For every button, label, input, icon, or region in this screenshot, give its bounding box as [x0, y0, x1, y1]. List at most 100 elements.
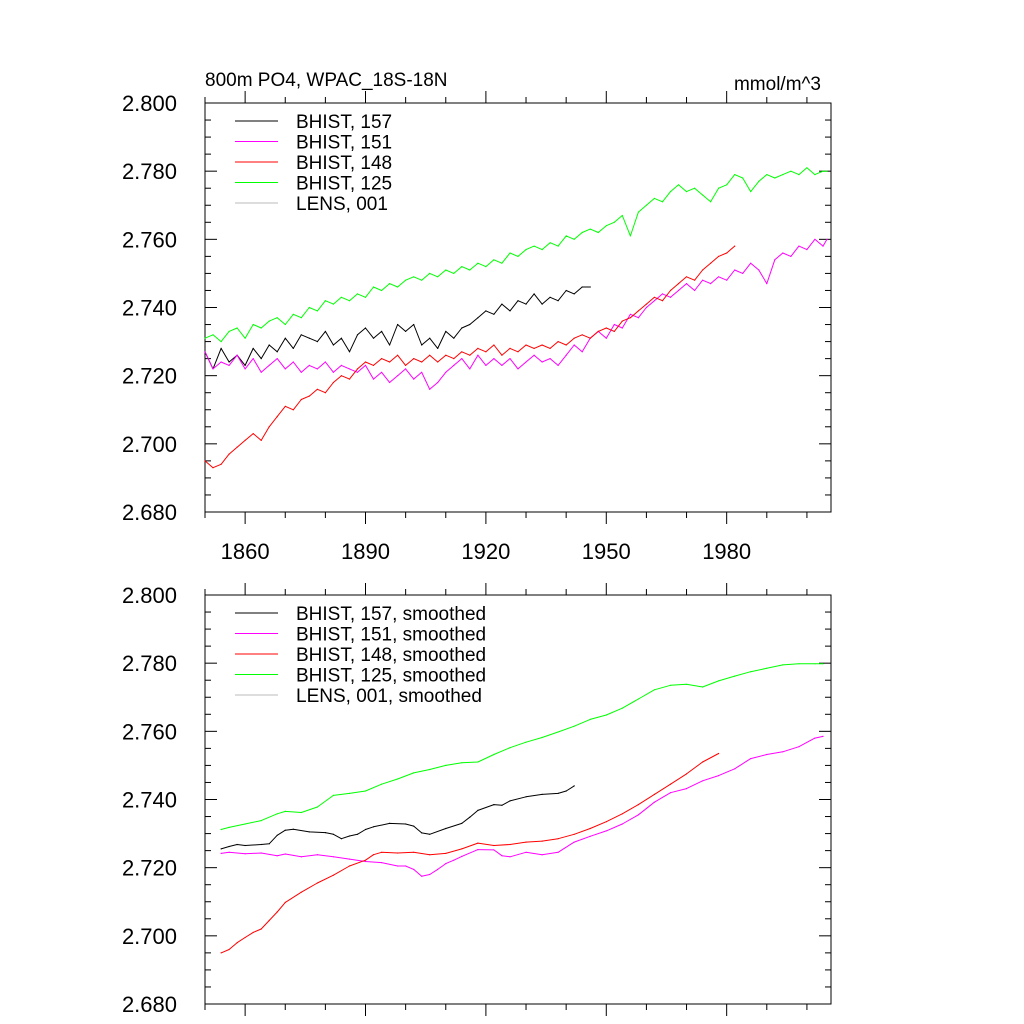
data-point: [284, 829, 286, 831]
data-point: [276, 911, 278, 913]
y-tick-label: 2.700: [122, 924, 177, 949]
data-point: [605, 337, 607, 339]
data-point: [589, 718, 591, 721]
data-point: [316, 388, 318, 390]
data-point: [750, 262, 752, 264]
data-point: [637, 698, 640, 700]
data-point: [485, 351, 487, 353]
data-point: [718, 276, 720, 278]
data-point: [405, 330, 407, 332]
chart-panel-1: 2.680 2.700 2.720 2.740 2.760 2.780 2.800 1860 1…: [122, 70, 832, 564]
y-tick-label: 2.780: [122, 651, 177, 676]
data-point: [525, 361, 527, 363]
data-point: [236, 942, 238, 944]
data-point: [300, 891, 302, 893]
data-point: [236, 843, 238, 846]
data-point: [589, 286, 591, 288]
data-point: [565, 344, 567, 346]
data-point: [621, 813, 623, 815]
data-point: [822, 245, 824, 247]
data-point: [669, 792, 672, 794]
data-point: [276, 855, 278, 857]
data-point: [260, 928, 262, 930]
data-point: [573, 833, 575, 835]
data-point: [742, 177, 744, 179]
data-point: [782, 174, 784, 176]
data-point: [356, 293, 359, 295]
data-point: [228, 826, 230, 829]
data-point: [806, 249, 808, 251]
data-point: [790, 170, 792, 172]
data-point: [364, 364, 367, 366]
data-point: [694, 279, 696, 281]
data-point: [372, 854, 375, 856]
data-point: [718, 255, 720, 257]
data-point: [228, 851, 230, 853]
data-point: [437, 347, 439, 349]
data-point: [629, 317, 632, 319]
data-point: [581, 334, 583, 336]
data-point: [557, 341, 559, 343]
data-point: [332, 303, 334, 305]
y-tick-label: 2.780: [122, 159, 177, 184]
data-point: [509, 358, 511, 360]
y-tick-label: 2.680: [122, 500, 177, 525]
data-point: [260, 852, 262, 854]
data-point: [573, 238, 575, 240]
data-point: [541, 854, 543, 856]
data-point: [710, 201, 712, 203]
data-point: [685, 683, 688, 685]
data-point: [469, 816, 471, 818]
data-point: [477, 354, 479, 356]
data-point: [204, 337, 206, 339]
data-point: [734, 245, 736, 247]
data-point: [348, 865, 351, 867]
data-point: [493, 753, 495, 756]
data-point: [389, 283, 391, 285]
data-point: [477, 849, 479, 851]
data-point: [413, 323, 415, 326]
data-point: [348, 835, 351, 837]
data-point: [758, 180, 760, 182]
data-point: [348, 378, 351, 380]
data-point: [525, 249, 527, 251]
data-point: [766, 667, 768, 669]
data-point: [381, 371, 383, 373]
data-point: [292, 828, 294, 830]
data-point: [589, 827, 591, 830]
data-point: [669, 783, 672, 785]
data-point: [220, 848, 222, 850]
legend-label: BHIST, 125: [296, 174, 392, 195]
data-point: [437, 361, 439, 363]
data-point: [541, 361, 543, 363]
data-point: [389, 344, 391, 346]
data-point: [268, 919, 270, 922]
data-point: [734, 174, 736, 176]
data-point: [573, 344, 575, 346]
data-point: [332, 371, 334, 373]
data-point: [734, 675, 736, 677]
data-point: [702, 279, 704, 281]
data-point: [340, 364, 342, 366]
y-tick-label: 2.800: [122, 91, 177, 116]
data-point: [549, 347, 551, 349]
data-point: [806, 167, 808, 169]
data-point: [220, 361, 222, 363]
chart-panel-2: 2.680 2.700 2.720 2.740 2.760 2.780 2.800 BHIST…: [122, 583, 832, 1017]
data-point: [356, 334, 359, 336]
data-point: [429, 272, 431, 274]
data-point: [212, 334, 214, 336]
data-point: [661, 300, 664, 302]
data-point: [461, 358, 463, 360]
data-point: [621, 214, 623, 217]
data-point: [381, 862, 383, 864]
data-point: [573, 725, 575, 727]
data-point: [324, 361, 326, 363]
data-point: [605, 830, 607, 832]
data-point: [397, 865, 399, 867]
data-point: [718, 752, 720, 755]
data-point: [292, 313, 294, 315]
data-point: [284, 405, 286, 407]
data-point: [774, 177, 776, 179]
